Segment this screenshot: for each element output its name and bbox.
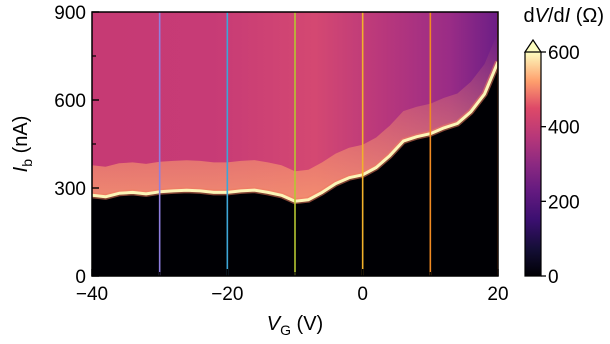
colorbar-gradient — [525, 52, 541, 276]
colorbar-tick-label: 0 — [548, 267, 559, 288]
x-tick-label: −40 — [76, 284, 108, 305]
colorbar-label: dV/dI (Ω) — [523, 5, 604, 27]
colorbar-frame — [524, 52, 542, 277]
colorbar-tick-label: 400 — [548, 118, 580, 139]
x-axis-label: VG (V) — [267, 313, 323, 338]
y-tick-label: 900 — [54, 3, 86, 24]
colorbar-tick-label: 200 — [548, 192, 580, 213]
x-tick-label: 0 — [357, 284, 368, 305]
y-axis: 0 300 600 900 — [54, 3, 99, 288]
x-tick-label: 20 — [487, 284, 508, 305]
colorbar-extend-arrow — [523, 38, 543, 53]
heatmap-glow-region — [92, 31, 498, 202]
vertical-cut-lines — [158, 12, 498, 276]
x-axis: −40 −20 0 20 — [76, 269, 509, 305]
heatmap-superconducting-region — [92, 61, 498, 276]
colorbar-ticks: 0 200 400 600 — [541, 43, 580, 288]
x-tick-label: −20 — [211, 284, 243, 305]
colorbar-tick-label: 600 — [548, 43, 580, 64]
y-tick-label: 300 — [54, 179, 86, 200]
y-axis-label: Ib (nA) — [10, 116, 35, 173]
y-tick-label: 0 — [75, 267, 86, 288]
y-tick-label: 600 — [54, 91, 86, 112]
colorbar: 0 200 400 600 dV/dI (Ω) — [523, 5, 604, 288]
heatmap-plot-area — [91, 11, 499, 277]
